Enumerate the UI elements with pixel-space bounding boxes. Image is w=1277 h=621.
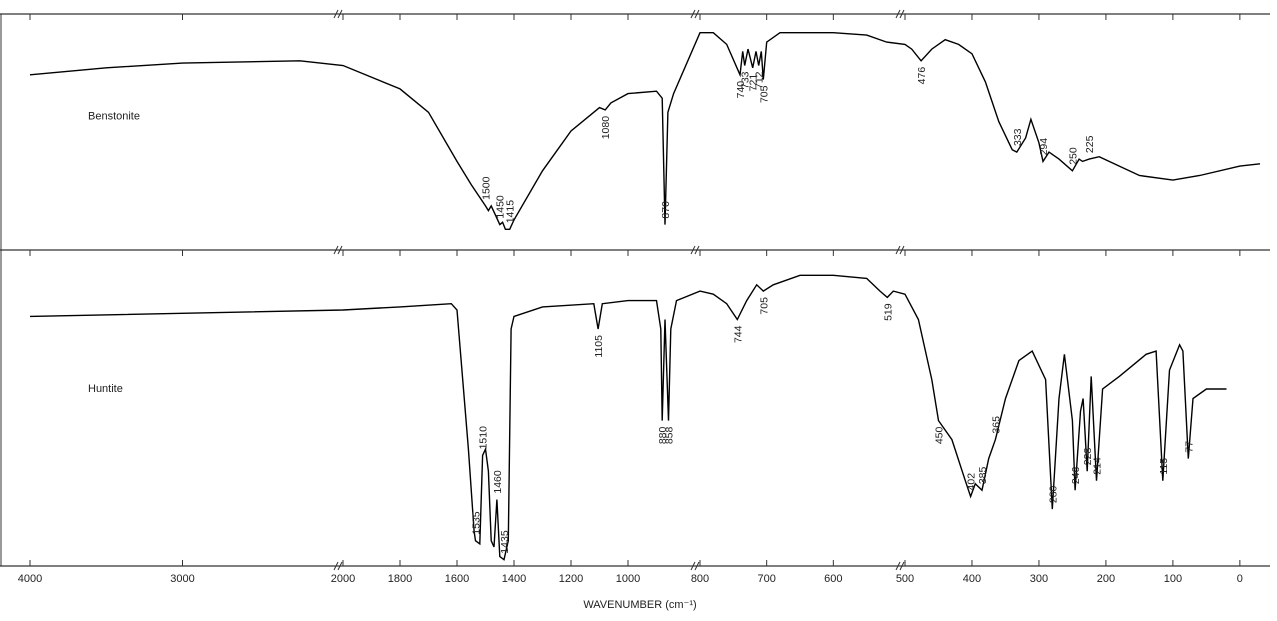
peak-label: 733 (740, 71, 752, 89)
axis-break (333, 561, 343, 571)
peak-label: 1435 (499, 530, 511, 554)
x-tick-label: 300 (1030, 573, 1048, 585)
peak-label: 744 (732, 325, 744, 343)
peak-label: 1510 (478, 426, 490, 450)
peak-label: 365 (990, 416, 1002, 434)
x-tick-label: 200 (1097, 573, 1115, 585)
series-label: Huntite (88, 383, 123, 395)
peak-label: 77 (1183, 441, 1195, 453)
x-tick-label: 500 (896, 573, 914, 585)
peak-label: 880 (657, 426, 669, 444)
spectrum-line (29, 32, 1261, 230)
axis-break (895, 9, 905, 19)
x-tick-label: 4000 (18, 573, 42, 585)
x-tick-label: 3000 (170, 573, 194, 585)
axis-break (690, 9, 700, 19)
peak-label: 294 (1038, 138, 1050, 156)
axis-break (895, 561, 905, 571)
peak-label: 214 (1092, 457, 1104, 475)
peak-label: 712 (754, 71, 766, 89)
x-tick-label: 1000 (616, 573, 640, 585)
peak-label: 721 (748, 74, 760, 92)
peak-label: 250 (1067, 147, 1079, 165)
x-tick-label: 1800 (388, 573, 412, 585)
peak-label: 1080 (600, 116, 612, 140)
x-tick-label: 800 (691, 573, 709, 585)
x-tick-label: 400 (963, 573, 981, 585)
peak-label: 280 (1047, 485, 1059, 503)
peak-label: 402 (966, 473, 978, 491)
peak-label: 1500 (481, 176, 493, 200)
x-tick-label: 2000 (331, 573, 355, 585)
peak-label: 705 (758, 297, 770, 315)
x-tick-label: 700 (757, 573, 775, 585)
peak-label: 385 (977, 466, 989, 484)
axis-break (895, 245, 905, 255)
x-tick-label: 100 (1164, 573, 1182, 585)
x-tick-label: 1600 (445, 573, 469, 585)
series-label: Benstonite (88, 110, 140, 122)
axis-break (333, 245, 343, 255)
peak-label: 225 (1084, 135, 1096, 153)
x-tick-label: 1400 (502, 573, 526, 585)
peak-label: 1460 (492, 470, 504, 494)
peak-label: 705 (758, 85, 770, 103)
peak-label: 740 (735, 81, 747, 99)
peak-label: 450 (933, 426, 945, 444)
x-tick-label: 1200 (559, 573, 583, 585)
spectrum-line (29, 274, 1227, 561)
peak-label: 519 (882, 303, 894, 321)
peak-label: 858 (663, 426, 675, 444)
peak-label: 115 (1158, 458, 1170, 475)
x-tick-label: 0 (1237, 573, 1243, 585)
peak-label: 870 (660, 201, 672, 219)
axis-break (690, 245, 700, 255)
peak-label: 476 (916, 67, 928, 85)
axis-break (333, 9, 343, 19)
axis-break (690, 561, 700, 571)
peak-label: 228 (1082, 448, 1094, 466)
x-axis-label: WAVENUMBER (cm⁻¹) (583, 599, 696, 611)
peak-label: 1415 (505, 200, 517, 224)
peak-label: 1535 (471, 511, 483, 535)
x-tick-label: 600 (824, 573, 842, 585)
peak-label: 333 (1012, 128, 1024, 146)
peak-label: 1450 (495, 195, 507, 219)
peak-label: 1105 (593, 335, 605, 358)
peak-label: 246 (1070, 466, 1082, 484)
